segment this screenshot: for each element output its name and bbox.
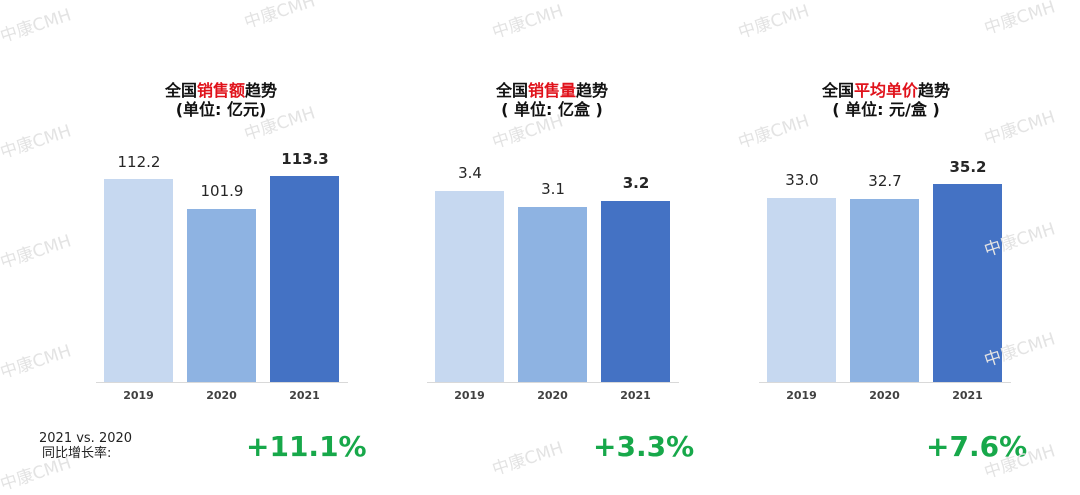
x-axis xyxy=(96,382,348,383)
value-label: 33.0 xyxy=(785,171,819,189)
x-tick: 2019 xyxy=(454,389,485,402)
bar-2020 xyxy=(187,209,256,382)
chart-title: 全国销售额趋势 (单位: 亿元) xyxy=(164,81,278,119)
bar-2021 xyxy=(933,184,1002,382)
watermark: 中康CMH xyxy=(735,1,812,43)
bar-2019 xyxy=(767,198,836,382)
x-axis xyxy=(759,382,1011,383)
watermark: 中康CMH xyxy=(0,5,74,47)
bar-2021 xyxy=(270,176,339,382)
title-highlight: 平均单价 xyxy=(853,81,918,100)
x-tick: 2020 xyxy=(537,389,568,402)
growth-rate: +11.1% xyxy=(246,430,367,463)
bar-2020 xyxy=(850,199,919,382)
value-label: 3.4 xyxy=(458,164,482,182)
value-label: 101.9 xyxy=(200,182,244,200)
growth-rate: +7.6% xyxy=(926,430,1028,463)
watermark: 中康CMH xyxy=(489,1,566,43)
comparison-note: 2021 vs. 2020 同比增长率: xyxy=(39,431,133,461)
chart-subtitle: ( 单位: 亿盒 ) xyxy=(501,100,603,119)
value-label: 32.7 xyxy=(868,172,902,190)
title-highlight: 销售额 xyxy=(196,81,245,100)
watermark: 中康CMH xyxy=(0,341,74,383)
growth-rate: +3.3% xyxy=(593,430,695,463)
bar-2020 xyxy=(518,207,587,382)
x-tick: 2019 xyxy=(786,389,817,402)
bar-2019 xyxy=(104,179,173,382)
watermark: 中康CMH xyxy=(981,0,1058,39)
watermark: 中康CMH xyxy=(0,231,74,273)
value-label: 3.1 xyxy=(541,180,565,198)
x-tick: 2020 xyxy=(869,389,900,402)
watermark: 中康CMH xyxy=(0,121,74,163)
value-label: 35.2 xyxy=(949,158,987,176)
chart-subtitle: (单位: 亿元) xyxy=(175,100,267,119)
watermark: 中康CMH xyxy=(489,438,566,480)
x-tick: 2021 xyxy=(952,389,983,402)
x-tick: 2020 xyxy=(206,389,237,402)
bar-2019 xyxy=(435,191,504,382)
x-axis xyxy=(427,382,679,383)
bar-2021 xyxy=(601,201,670,382)
value-label: 112.2 xyxy=(117,153,161,171)
watermark: 中康CMH xyxy=(241,0,318,33)
chart-title: 全国平均单价趋势 ( 单位: 元/盒 ) xyxy=(821,81,951,119)
chart-title: 全国销售量趋势 ( 单位: 亿盒 ) xyxy=(495,81,609,119)
x-tick: 2021 xyxy=(620,389,651,402)
value-label: 113.3 xyxy=(281,150,329,168)
value-label: 3.2 xyxy=(622,174,650,192)
title-highlight: 销售量 xyxy=(527,81,576,100)
chart-subtitle: ( 单位: 元/盒 ) xyxy=(832,100,940,119)
x-tick: 2021 xyxy=(289,389,320,402)
x-tick: 2019 xyxy=(123,389,154,402)
